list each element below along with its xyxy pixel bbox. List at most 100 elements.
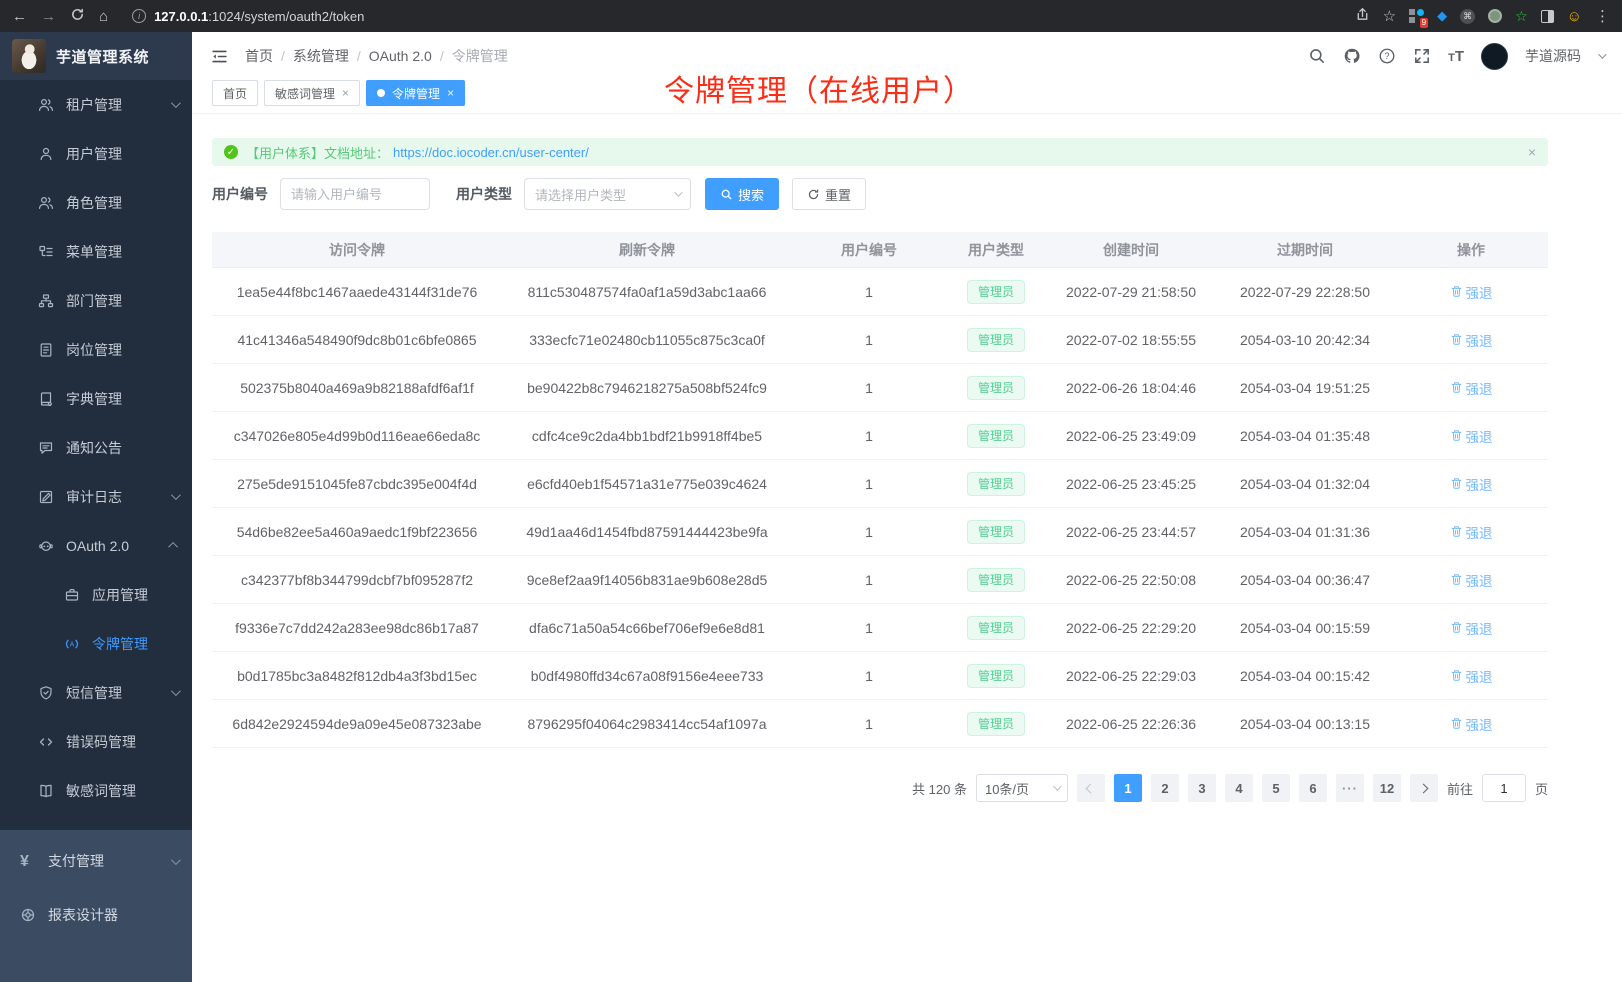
- caret-down-icon[interactable]: [1598, 50, 1607, 59]
- home-icon[interactable]: ⌂: [99, 7, 109, 25]
- page-button-12[interactable]: 12: [1372, 774, 1401, 802]
- status-circle-icon[interactable]: [1488, 9, 1503, 23]
- breadcrumb-home[interactable]: 首页: [245, 46, 285, 66]
- next-page-button[interactable]: [1409, 774, 1438, 802]
- address-bar[interactable]: i 127.0.0.1:1024/system/oauth2/token: [132, 9, 1341, 24]
- page-button-2[interactable]: 2: [1150, 774, 1179, 802]
- sidebar-item-menu[interactable]: 菜单管理: [0, 227, 192, 276]
- tab-label: 敏感词管理: [275, 86, 336, 101]
- cell-create-time: 2022-06-25 22:29:03: [1066, 667, 1196, 684]
- browser-actions: ☆ 9 ◆ ⌘ ☆ ☺ ⋮: [1355, 7, 1610, 28]
- share-icon[interactable]: [1355, 7, 1370, 25]
- force-logout-button[interactable]: 强退: [1450, 474, 1493, 494]
- force-logout-button[interactable]: 强退: [1450, 714, 1493, 734]
- cell-refresh-token: 8796295f04064c2983414cc54af1097a: [527, 715, 767, 732]
- github-icon[interactable]: [1343, 47, 1361, 65]
- doc-link[interactable]: https://doc.iocoder.cn/user-center/: [393, 144, 589, 160]
- tab-bar: 首页 敏感词管理 × 令牌管理 ×: [192, 80, 1622, 114]
- user-type-label: 用户类型: [456, 186, 512, 202]
- force-logout-button[interactable]: 强退: [1450, 330, 1493, 350]
- table-row: 502375b8040a469a9b82188afdf6af1f be90422…: [212, 364, 1548, 412]
- search-icon[interactable]: [1308, 47, 1326, 65]
- user-type-select[interactable]: 请选择用户类型: [524, 178, 691, 210]
- command-icon[interactable]: ⌘: [1460, 8, 1476, 24]
- trash-icon: [1451, 334, 1461, 345]
- sidebar-item-sms[interactable]: 短信管理: [0, 668, 192, 717]
- sidebar-item-tenant[interactable]: 租户管理: [0, 80, 192, 129]
- cell-refresh-token: e6cfd40eb1f54571a31e775e039c4624: [527, 475, 767, 492]
- sidebar-item-user[interactable]: 用户管理: [0, 129, 192, 178]
- more-menu-icon[interactable]: ⋮: [1595, 7, 1610, 25]
- sidebar-item-post[interactable]: 岗位管理: [0, 325, 192, 374]
- col-expire-time: 过期时间: [1277, 241, 1333, 258]
- tab-token-management[interactable]: 令牌管理 ×: [366, 80, 466, 106]
- sidebar-item-pay[interactable]: ¥ 支付管理: [0, 834, 192, 888]
- cell-create-time: 2022-06-26 18:04:46: [1066, 379, 1196, 396]
- back-icon[interactable]: ←: [12, 7, 27, 25]
- bookmark-star-icon[interactable]: ☆: [1382, 7, 1397, 25]
- page-button-5[interactable]: 5: [1261, 774, 1290, 802]
- chevron-down-icon: [170, 490, 181, 501]
- sidebar-item-oauth[interactable]: OAuth 2.0: [0, 521, 192, 570]
- breadcrumb-system[interactable]: 系统管理: [293, 46, 361, 66]
- cell-user-id: 1: [865, 427, 873, 444]
- force-logout-button[interactable]: 强退: [1450, 522, 1493, 542]
- info-icon[interactable]: i: [132, 9, 147, 23]
- sidebar-item-sensitive[interactable]: 敏感词管理: [0, 766, 192, 815]
- forward-icon[interactable]: →: [41, 7, 56, 25]
- page-button-4[interactable]: 4: [1224, 774, 1253, 802]
- page-more-button[interactable]: ···: [1335, 774, 1364, 802]
- sidebar-item-label: 报表设计器: [48, 907, 118, 923]
- page-button-6[interactable]: 6: [1298, 774, 1327, 802]
- sidebar-item-audit[interactable]: 审计日志: [0, 472, 192, 521]
- font-size-icon[interactable]: TT: [1448, 47, 1464, 65]
- sidebar: 芋道管理系统 租户管理 用户管理 角色管理 菜单管理 部门管理: [0, 32, 192, 982]
- close-icon[interactable]: ×: [342, 86, 350, 100]
- goto-page-input[interactable]: [1481, 774, 1526, 802]
- force-logout-button[interactable]: 强退: [1450, 666, 1493, 686]
- drop-icon[interactable]: ◆: [1437, 8, 1448, 23]
- sidebar-item-oauth-app[interactable]: 应用管理: [0, 570, 192, 619]
- tab-home[interactable]: 首页: [212, 80, 259, 106]
- sidebar-item-role[interactable]: 角色管理: [0, 178, 192, 227]
- alert-close-icon[interactable]: ×: [1527, 144, 1536, 160]
- force-logout-button[interactable]: 强退: [1450, 426, 1493, 446]
- sidebar-item-notice[interactable]: 通知公告: [0, 423, 192, 472]
- close-icon[interactable]: ×: [447, 86, 455, 100]
- breadcrumb-oauth[interactable]: OAuth 2.0: [369, 48, 444, 64]
- sidebar-logo[interactable]: 芋道管理系统: [0, 32, 192, 80]
- extensions-icon[interactable]: 9: [1409, 8, 1429, 28]
- help-icon[interactable]: ?: [1378, 47, 1396, 65]
- reset-button[interactable]: 重置: [792, 178, 867, 210]
- trash-icon: [1451, 574, 1461, 585]
- search-button[interactable]: 搜索: [705, 178, 780, 210]
- force-logout-button[interactable]: 强退: [1450, 378, 1493, 398]
- tab-label: 令牌管理: [392, 86, 441, 101]
- search-button-label: 搜索: [738, 187, 765, 203]
- page-button-3[interactable]: 3: [1187, 774, 1216, 802]
- page-size-select[interactable]: 10条/页: [975, 774, 1068, 802]
- sidebar-item-oauth-token[interactable]: A 令牌管理: [0, 619, 192, 668]
- sidebar-item-report[interactable]: 报表设计器: [0, 888, 192, 942]
- force-logout-button[interactable]: 强退: [1450, 570, 1493, 590]
- force-logout-button[interactable]: 强退: [1450, 282, 1493, 302]
- sidebar-item-dict[interactable]: 字典管理: [0, 374, 192, 423]
- page-button-1[interactable]: 1: [1113, 774, 1142, 802]
- prev-page-button[interactable]: [1076, 774, 1105, 802]
- force-logout-label: 强退: [1465, 669, 1493, 685]
- table-row: c347026e805e4d99b0d116eae66eda8c cdfc4ce…: [212, 412, 1548, 460]
- tab-sensitive-words[interactable]: 敏感词管理 ×: [264, 80, 361, 106]
- green-star-icon[interactable]: ☆: [1515, 7, 1528, 24]
- menu-fold-icon[interactable]: [210, 47, 229, 66]
- user-id-input[interactable]: [280, 178, 430, 210]
- avatar[interactable]: [1481, 42, 1508, 70]
- trash-icon: [1451, 670, 1461, 681]
- force-logout-button[interactable]: 强退: [1450, 618, 1493, 638]
- emoji-icon[interactable]: ☺: [1566, 7, 1582, 25]
- url-path: :1024/system/oauth2/token: [208, 8, 365, 24]
- fullscreen-icon[interactable]: [1413, 47, 1431, 65]
- sidebar-item-errcode[interactable]: 错误码管理: [0, 717, 192, 766]
- reload-icon[interactable]: [70, 7, 85, 25]
- split-view-icon[interactable]: [1540, 9, 1554, 23]
- sidebar-item-dept[interactable]: 部门管理: [0, 276, 192, 325]
